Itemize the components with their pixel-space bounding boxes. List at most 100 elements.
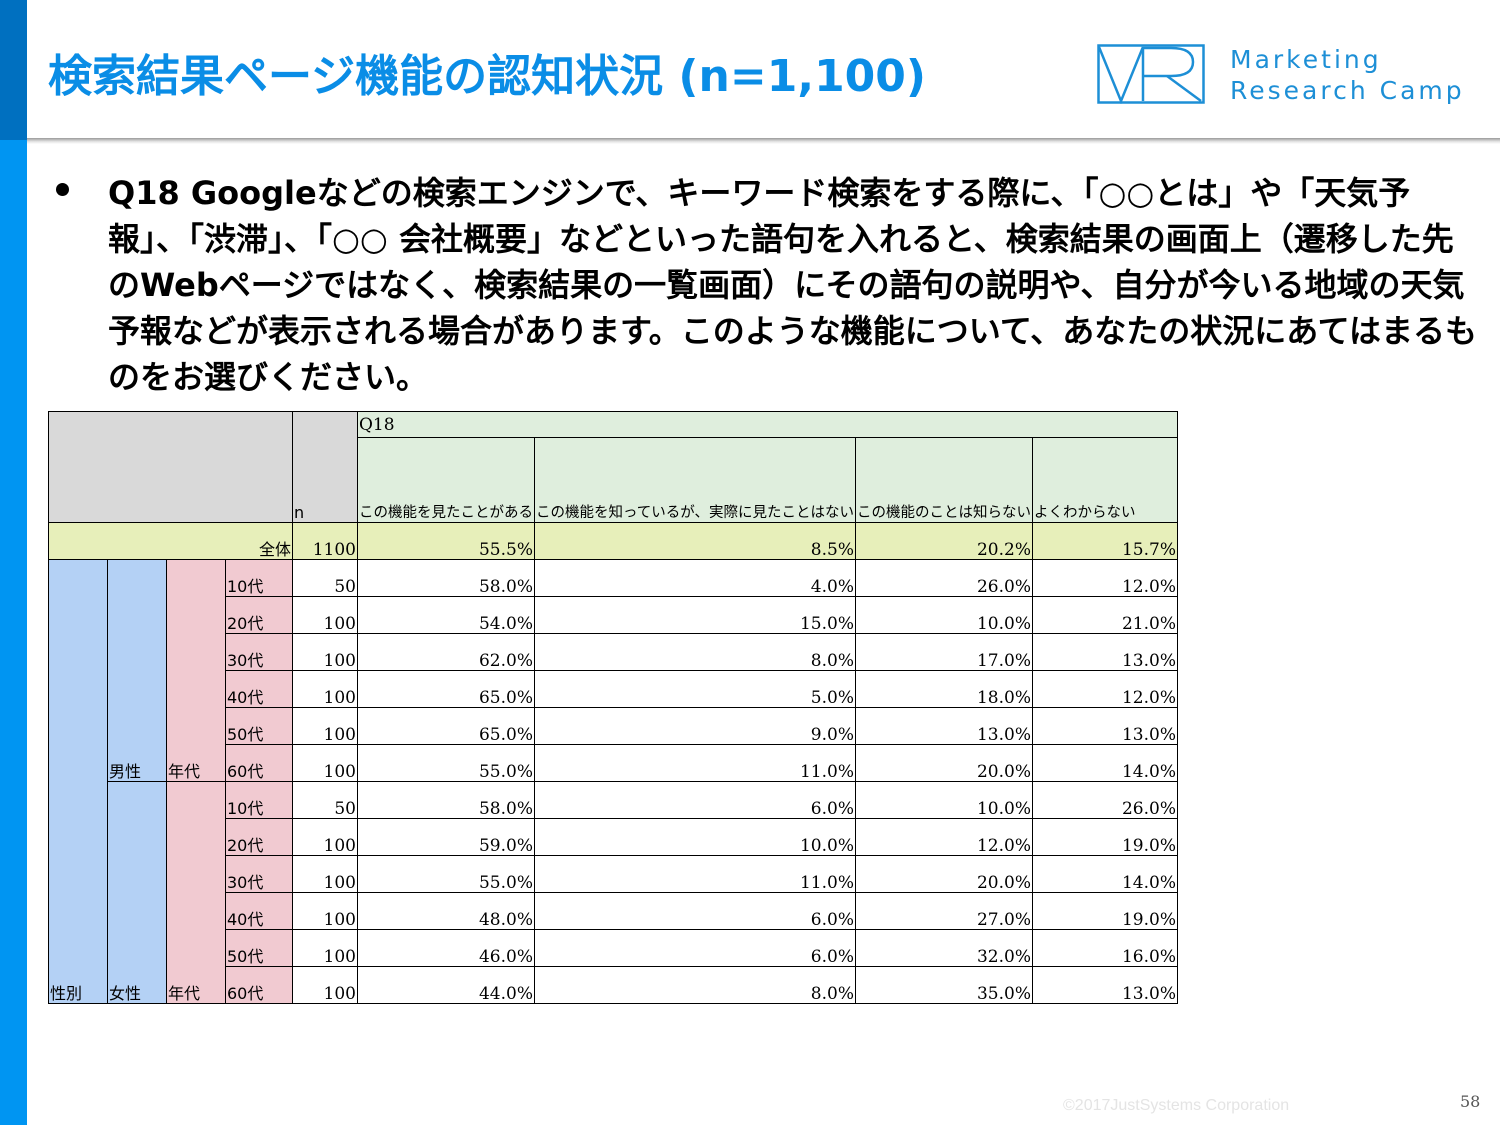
- value-cell: 35.0%: [854, 966, 1033, 1004]
- n-cell: 100: [292, 707, 358, 745]
- header-corner: [48, 411, 293, 523]
- age-cell: 40代: [225, 670, 293, 708]
- value-cell: 48.0%: [357, 892, 535, 930]
- value-cell: 26.0%: [1031, 781, 1178, 819]
- total-value: 55.5%: [357, 522, 535, 560]
- n-cell: 100: [292, 633, 358, 671]
- age-cell: 50代: [225, 707, 293, 745]
- value-cell: 59.0%: [357, 818, 535, 856]
- table-row: 50代 100 46.0% 6.0% 32.0% 16.0%: [49, 929, 1178, 967]
- n-cell: 100: [292, 596, 358, 634]
- value-cell: 14.0%: [1031, 855, 1178, 893]
- value-cell: 26.0%: [854, 559, 1033, 597]
- header-col-unsure: よくわからない: [1031, 437, 1178, 523]
- value-cell: 55.0%: [357, 744, 535, 782]
- value-cell: 18.0%: [854, 670, 1033, 708]
- gender-group-cell: 男性: [107, 559, 167, 782]
- age-cell: 30代: [225, 855, 293, 893]
- total-n: 1100: [292, 522, 358, 560]
- n-cell: 100: [292, 929, 358, 967]
- page-title: 検索結果ページ機能の認知状況 (n=1,100): [48, 51, 927, 102]
- header-col-known-not-seen: この機能を知っているが、実際に見たことはない: [534, 437, 856, 523]
- age-cell: 10代: [225, 559, 293, 597]
- age-cell: 60代: [225, 966, 293, 1004]
- total-value: 20.2%: [854, 522, 1033, 560]
- n-cell: 50: [292, 559, 358, 597]
- age-cell: 60代: [225, 744, 293, 782]
- n-cell: 100: [292, 966, 358, 1004]
- value-cell: 6.0%: [534, 781, 856, 819]
- value-cell: 10.0%: [854, 596, 1033, 634]
- age-cell: 20代: [225, 596, 293, 634]
- bullet-icon: [56, 183, 69, 196]
- value-cell: 10.0%: [534, 818, 856, 856]
- value-cell: 58.0%: [357, 559, 535, 597]
- value-cell: 11.0%: [534, 855, 856, 893]
- header-col-unknown: この機能のことは知らない: [854, 437, 1033, 523]
- mrc-logo-icon: [1097, 44, 1205, 104]
- value-cell: 32.0%: [854, 929, 1033, 967]
- value-cell: 10.0%: [854, 781, 1033, 819]
- value-cell: 8.0%: [534, 966, 856, 1004]
- value-cell: 27.0%: [854, 892, 1033, 930]
- age-cell: 20代: [225, 818, 293, 856]
- age-category-cell: 年代: [166, 559, 226, 782]
- value-cell: 14.0%: [1031, 744, 1178, 782]
- total-value: 15.7%: [1031, 522, 1178, 560]
- value-cell: 65.0%: [357, 670, 535, 708]
- value-cell: 17.0%: [854, 633, 1033, 671]
- value-cell: 20.0%: [854, 855, 1033, 893]
- logo-line-1: Marketing: [1230, 45, 1382, 74]
- age-cell: 50代: [225, 929, 293, 967]
- page-number: 58: [1460, 1092, 1481, 1111]
- value-cell: 21.0%: [1031, 596, 1178, 634]
- value-cell: 11.0%: [534, 744, 856, 782]
- value-cell: 13.0%: [1031, 707, 1178, 745]
- table-row: 性別 男性 年代 10代 50 58.0% 4.0% 26.0% 12.0%: [48, 559, 1178, 1004]
- value-cell: 4.0%: [534, 559, 856, 597]
- table-row: 女性 年代 10代 50 58.0% 6.0% 10.0% 26.0%: [49, 781, 1178, 1004]
- table-row: 30代 100 55.0% 11.0% 20.0% 14.0%: [49, 855, 1178, 893]
- table-row: 20代 100 59.0% 10.0% 12.0% 19.0%: [49, 818, 1178, 856]
- table-row: 40代 100 48.0% 6.0% 27.0% 19.0%: [49, 892, 1178, 930]
- header-q18: Q18: [357, 411, 1178, 438]
- table-row: 50代 100 65.0% 9.0% 13.0% 13.0%: [49, 707, 1178, 745]
- value-cell: 58.0%: [357, 781, 535, 819]
- age-cell: 30代: [225, 633, 293, 671]
- value-cell: 12.0%: [1031, 670, 1178, 708]
- value-cell: 19.0%: [1031, 892, 1178, 930]
- age-cell: 40代: [225, 892, 293, 930]
- value-cell: 6.0%: [534, 892, 856, 930]
- copyright-text: ©2017JustSystems Corporation: [1063, 1097, 1290, 1114]
- logo-text: Marketing Research Camp: [1230, 44, 1465, 106]
- table-row: 40代 100 65.0% 5.0% 18.0% 12.0%: [49, 670, 1178, 708]
- table-row: 60代 100 44.0% 8.0% 35.0% 13.0%: [49, 966, 1178, 1004]
- value-cell: 8.0%: [534, 633, 856, 671]
- gender-category-cell: 性別: [48, 559, 108, 1004]
- gender-group-cell: 女性: [107, 781, 167, 1004]
- value-cell: 15.0%: [534, 596, 856, 634]
- sidebar-accent: [0, 140, 27, 1125]
- value-cell: 13.0%: [854, 707, 1033, 745]
- value-cell: 54.0%: [357, 596, 535, 634]
- value-cell: 19.0%: [1031, 818, 1178, 856]
- n-cell: 100: [292, 744, 358, 782]
- logo-line-2: Research Camp: [1230, 76, 1465, 105]
- age-cell: 10代: [225, 781, 293, 819]
- table-row-total: 全体 1100 55.5% 8.5% 20.2% 15.7%: [48, 522, 1178, 560]
- header-divider: [27, 138, 1500, 144]
- n-cell: 100: [292, 892, 358, 930]
- value-cell: 55.0%: [357, 855, 535, 893]
- n-cell: 100: [292, 818, 358, 856]
- value-cell: 9.0%: [534, 707, 856, 745]
- value-cell: 13.0%: [1031, 633, 1178, 671]
- value-cell: 16.0%: [1031, 929, 1178, 967]
- total-label: 全体: [48, 522, 293, 560]
- sidebar-accent-top: [0, 0, 27, 140]
- total-value: 8.5%: [534, 522, 856, 560]
- value-cell: 6.0%: [534, 929, 856, 967]
- value-cell: 44.0%: [357, 966, 535, 1004]
- value-cell: 20.0%: [854, 744, 1033, 782]
- value-cell: 65.0%: [357, 707, 535, 745]
- value-cell: 12.0%: [854, 818, 1033, 856]
